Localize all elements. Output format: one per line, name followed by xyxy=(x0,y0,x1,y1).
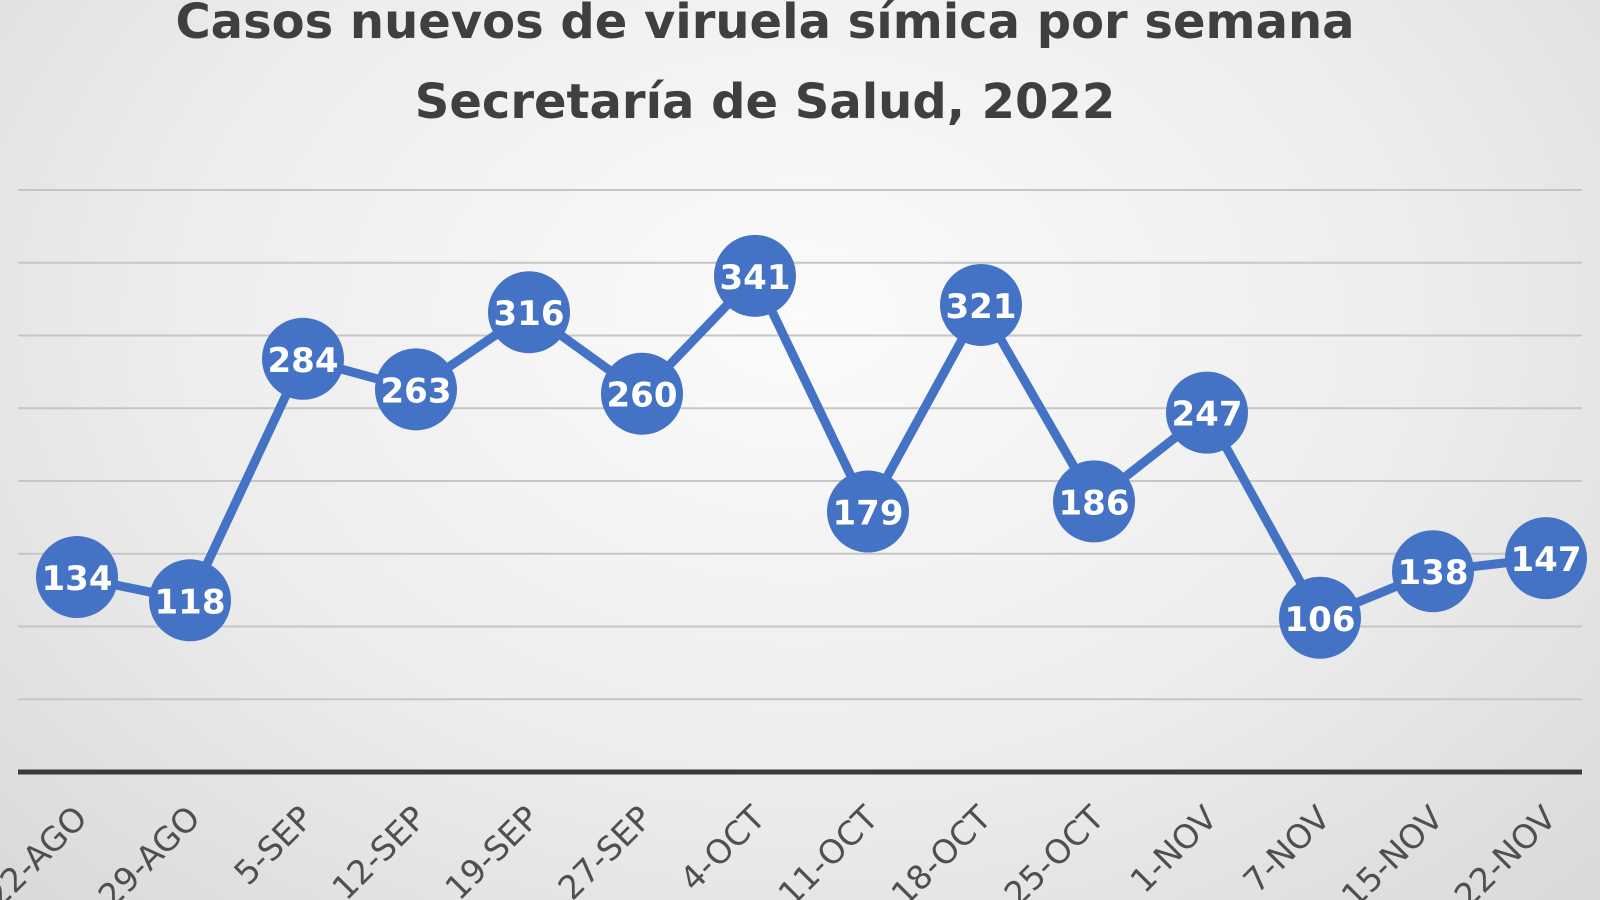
data-label: 134 xyxy=(42,559,113,599)
data-point-marker xyxy=(827,470,909,553)
markers: 134 118 284 263 316 260 341 179 321 186 247 106 138 1… xyxy=(36,234,1587,659)
data-label: 186 xyxy=(1059,483,1130,523)
data-point-marker xyxy=(1053,460,1135,543)
data-label: 341 xyxy=(720,258,791,298)
data-label: 179 xyxy=(833,494,904,534)
data-point: 134 xyxy=(36,536,118,619)
data-point: 321 xyxy=(940,263,1022,346)
data-point-marker xyxy=(262,317,344,400)
data-label: 316 xyxy=(494,294,565,334)
x-tick-label: 19-SEP xyxy=(437,798,546,900)
x-tick-label: 12-SEP xyxy=(324,798,433,900)
x-tick-label: 15-NOV xyxy=(1334,798,1451,900)
data-point: 179 xyxy=(827,470,909,553)
data-label: 284 xyxy=(268,341,339,381)
data-point-marker xyxy=(149,559,231,642)
chart-subtitle: Secretaría de Salud, 2022 xyxy=(414,74,1116,130)
data-point: 263 xyxy=(375,348,457,431)
x-tick-label: 7-NOV xyxy=(1235,798,1338,900)
x-tick-label: 29-AGO xyxy=(90,798,207,900)
x-tick-label: 18-OCT xyxy=(883,797,999,900)
data-point: 247 xyxy=(1166,371,1248,454)
data-point: 138 xyxy=(1392,530,1474,613)
data-point: 316 xyxy=(488,271,570,354)
data-point-marker xyxy=(375,348,457,431)
x-tick-label: 11-OCT xyxy=(770,797,886,900)
data-point: 341 xyxy=(714,234,796,317)
x-tick-label: 1-NOV xyxy=(1122,798,1225,900)
data-label: 118 xyxy=(155,582,226,622)
data-label: 260 xyxy=(607,376,678,416)
data-point: 118 xyxy=(149,559,231,642)
data-point-marker xyxy=(940,263,1022,346)
data-label: 263 xyxy=(381,371,452,411)
data-point-marker xyxy=(1166,371,1248,454)
data-point-marker xyxy=(714,234,796,317)
x-tick-label: 27-SEP xyxy=(550,798,659,900)
data-point-marker xyxy=(488,271,570,354)
data-label: 247 xyxy=(1172,395,1243,435)
data-point-marker xyxy=(1392,530,1474,613)
data-point-marker xyxy=(1505,517,1587,600)
x-tick-label: 25-OCT xyxy=(996,797,1112,900)
data-label: 138 xyxy=(1398,553,1469,593)
x-tick-label: 4-OCT xyxy=(672,797,773,898)
x-tick-label: 22-NOV xyxy=(1447,798,1564,900)
data-point: 186 xyxy=(1053,460,1135,543)
data-label: 321 xyxy=(946,287,1017,327)
data-point: 147 xyxy=(1505,517,1587,600)
data-label: 106 xyxy=(1285,600,1356,640)
x-tick-label: 22-AGO xyxy=(0,798,95,900)
data-point: 284 xyxy=(262,317,344,400)
data-point-marker xyxy=(36,536,118,619)
x-tick-label: 5-SEP xyxy=(226,798,320,892)
chart-title: Casos nuevos de viruela símica por seman… xyxy=(175,0,1355,50)
data-point-marker xyxy=(601,352,683,435)
data-point: 260 xyxy=(601,352,683,435)
data-label: 147 xyxy=(1511,540,1582,580)
data-point: 106 xyxy=(1279,576,1361,659)
data-point-marker xyxy=(1279,576,1361,659)
